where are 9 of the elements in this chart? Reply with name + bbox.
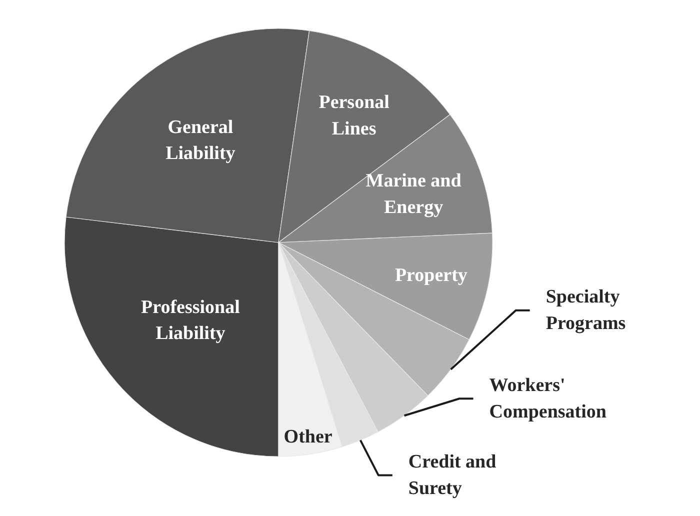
slice-label: Professional Liability: [141, 296, 240, 344]
slice-label: Property: [394, 265, 468, 286]
slice-label: Specialty Programs: [546, 286, 626, 334]
slice-label: Marine and Energy: [366, 170, 462, 218]
slice-label: Personal Lines: [318, 92, 390, 140]
slice-label: Other: [284, 426, 333, 448]
slice-label: Credit and Surety: [408, 452, 497, 499]
slice-label: Workers' Compensation: [489, 375, 607, 422]
slice-label: General Liability: [166, 116, 236, 164]
